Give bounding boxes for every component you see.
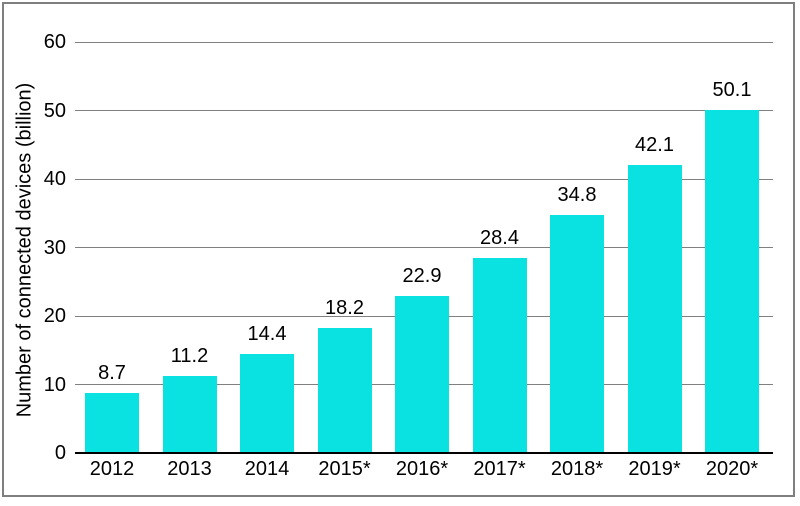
gridline-y-30	[75, 247, 773, 248]
gridline-y-60	[75, 41, 773, 43]
value-label: 8.7	[98, 362, 126, 385]
bar-2018*	[550, 214, 604, 453]
x-tick-label: 2017*	[473, 458, 526, 480]
bar-2013	[162, 376, 217, 453]
value-label: 18.2	[325, 297, 364, 320]
x-tick-label: 2016*	[395, 458, 449, 480]
bar-2019*	[627, 164, 682, 453]
value-label: 42.1	[635, 133, 674, 156]
y-tick-label: 0	[54, 442, 66, 464]
y-tick-label: 10	[43, 373, 66, 396]
y-tick-label: 20	[43, 305, 66, 327]
x-tick-label: 2018*	[550, 458, 604, 480]
value-label: 28.4	[480, 227, 519, 250]
bar-2020*	[705, 109, 759, 453]
y-tick-label: 40	[43, 168, 66, 190]
y-tick-label: 50	[43, 99, 66, 122]
gridline-y-50	[75, 110, 773, 111]
value-label: 50.1	[712, 78, 752, 101]
value-label: 11.2	[170, 345, 209, 368]
gridline-y-40	[75, 178, 773, 180]
value-label: 22.9	[402, 265, 442, 288]
y-tick-label: 30	[43, 236, 66, 259]
value-label: 34.8	[557, 183, 597, 206]
x-axis-line	[75, 452, 773, 454]
x-tick-label: 2013	[167, 458, 212, 480]
bar-2014	[240, 354, 294, 453]
value-label: 14.4	[247, 323, 287, 346]
x-tick-label: 2015*	[318, 458, 371, 480]
x-tick-label: 2019*	[628, 458, 681, 480]
bar-2015*	[317, 328, 372, 453]
x-tick-label: 2014	[244, 458, 290, 480]
x-tick-label: 2020*	[705, 458, 759, 480]
y-tick-label: 60	[43, 31, 66, 53]
bar-2012	[85, 393, 139, 453]
bar-2016*	[395, 296, 449, 453]
bar-2017*	[472, 258, 527, 453]
x-tick-label: 2012	[89, 458, 135, 480]
